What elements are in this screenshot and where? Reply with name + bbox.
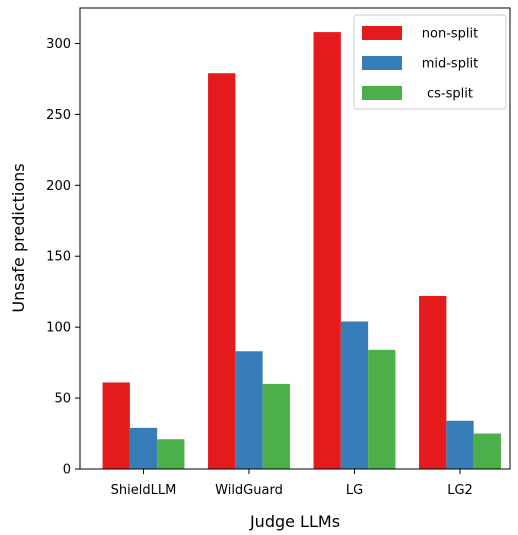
bars-group	[102, 32, 501, 470]
x-tick-label: LG2	[447, 483, 473, 498]
x-axis: ShieldLLM WildGuard LG LG2	[111, 469, 473, 498]
legend-swatch-cs-split	[362, 86, 402, 100]
legend-label-non-split: non-split	[422, 27, 478, 42]
y-tick-label: 100	[46, 321, 71, 336]
bar-non-split-shieldllm	[102, 382, 130, 469]
y-tick-label: 300	[46, 37, 71, 52]
x-tick-label: ShieldLLM	[111, 483, 177, 498]
y-tick-label: 250	[46, 108, 71, 123]
y-tick-label: 200	[46, 179, 71, 194]
legend-swatch-mid-split	[362, 56, 402, 70]
legend: non-split mid-split cs-split	[353, 14, 507, 110]
plot-frame	[79, 7, 511, 470]
bar-cs-split-lg2	[473, 433, 501, 469]
y-axis: 0 50 100 150 200 250 300	[46, 37, 80, 478]
x-tick-label: LG	[346, 483, 363, 498]
x-axis-label: Judge LLMs	[249, 512, 340, 531]
legend-label-cs-split: cs-split	[427, 87, 473, 102]
bar-mid-split-lg2	[446, 420, 474, 469]
bar-non-split-lg2	[419, 295, 447, 469]
bar-mid-split-lg	[340, 321, 369, 469]
bar-mid-split-wildguard	[235, 351, 263, 469]
bar-cs-split-wildguard	[262, 383, 290, 469]
y-axis-label: Unsafe predictions	[9, 163, 28, 312]
legend-swatch-non-split	[362, 26, 402, 40]
y-tick-label: 150	[46, 250, 71, 265]
y-tick-label: 50	[54, 392, 71, 407]
x-tick-label: WildGuard	[215, 483, 283, 498]
bar-cs-split-shieldllm	[157, 439, 185, 469]
bar-mid-split-shieldllm	[129, 427, 158, 469]
legend-label-mid-split: mid-split	[422, 57, 479, 72]
bar-non-split-lg	[313, 32, 341, 470]
bar-non-split-wildguard	[208, 73, 236, 469]
y-tick-label: 0	[63, 463, 71, 478]
bar-cs-split-lg	[368, 349, 396, 469]
